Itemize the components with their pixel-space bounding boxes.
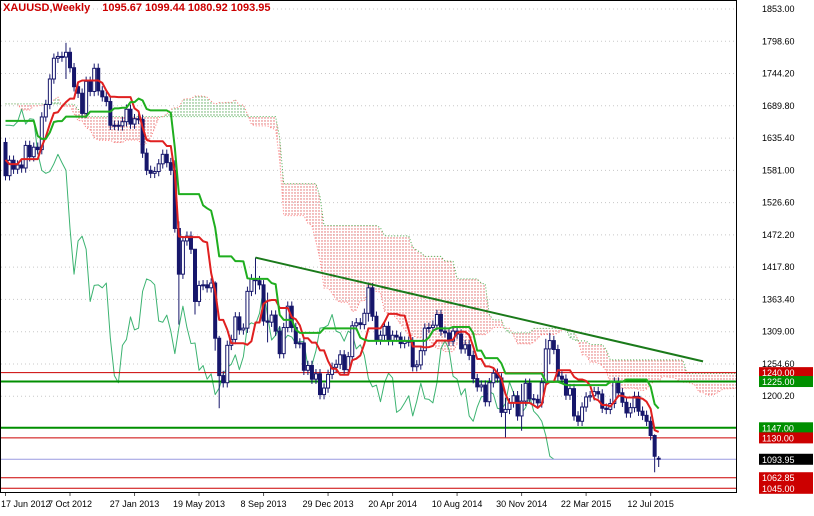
- price-axis-label: 1689.80: [762, 101, 795, 111]
- level-price-badge: [759, 482, 813, 494]
- time-axis-label: 8 Sep 2013: [241, 499, 287, 509]
- level-price-badge: [759, 472, 813, 484]
- price-axis-label: 1581.00: [762, 165, 795, 175]
- time-axis-label: 29 Dec 2013: [303, 499, 354, 509]
- chart-ohlc-readout: 1095.67 1099.44 1080.92 1093.95: [102, 2, 271, 14]
- plot-border: [0, 0, 737, 493]
- level-price-badge-text: 1147.00: [762, 423, 794, 433]
- time-axis-label: 27 Jan 2013: [110, 499, 160, 509]
- price-axis-label: 1254.60: [762, 359, 795, 369]
- descending-trendline[interactable]: [255, 256, 704, 363]
- price-axis-label: 1798.60: [762, 36, 795, 46]
- level-price-badge: [759, 367, 813, 379]
- time-axis-label: 10 Aug 2014: [432, 499, 483, 509]
- level-price-badge-text: 1240.00: [762, 368, 795, 378]
- kijun-sen-line: [5, 97, 660, 410]
- level-price-badge-text: 1062.85: [762, 473, 795, 483]
- current-price-badge: [759, 453, 813, 465]
- level-price-badge-text: 1225.00: [762, 377, 795, 387]
- time-axis-label: 20 Apr 2014: [368, 499, 417, 509]
- price-axis-label: 1526.60: [762, 198, 795, 208]
- grid-layer: [1, 8, 736, 397]
- plot-area: [1, 42, 736, 489]
- senkou-span-a-line: [5, 95, 736, 396]
- level-price-badge: [759, 376, 813, 388]
- time-axis-label: 17 Jun 2012: [1, 499, 51, 509]
- price-axis-label: 1472.20: [762, 230, 795, 240]
- chart-title: XAUUSD,Weekly 1095.67 1099.44 1080.92 10…: [3, 2, 271, 14]
- time-axis-label: 7 Oct 2012: [48, 499, 92, 509]
- ichimoku-cloud: [5, 95, 736, 396]
- level-price-badge-text: 1045.00: [762, 484, 795, 494]
- time-axis-label: 19 May 2013: [173, 499, 225, 509]
- price-axis-label: 1200.20: [762, 391, 795, 401]
- price-axis-label: 1417.80: [762, 262, 795, 272]
- price-axis-label: 1363.40: [762, 294, 795, 304]
- price-axis-label: 1853.00: [762, 4, 795, 14]
- level-lines-layer: [1, 372, 736, 489]
- level-price-badge: [759, 432, 813, 444]
- tenkan-kijun-layer: [4, 79, 660, 433]
- level-price-badge-text: 1130.00: [762, 433, 794, 443]
- chart-symbol-period: XAUUSD,Weekly: [3, 2, 91, 14]
- current-price-badge-text: 1093.95: [762, 455, 795, 465]
- time-axis-label: 30 Nov 2014: [496, 499, 547, 509]
- level-price-badge: [759, 422, 813, 434]
- price-axis: 1853.00 1798.60 1744.20 1689.80 1635.40 1581.…: [759, 4, 813, 494]
- price-axis-label: 1635.40: [762, 133, 795, 143]
- price-axis-label: 1744.20: [762, 69, 795, 79]
- price-axis-label: 1309.00: [762, 327, 795, 337]
- time-axis-label: 22 Mar 2015: [561, 499, 612, 509]
- time-axis-label: 12 Jul 2015: [627, 499, 674, 509]
